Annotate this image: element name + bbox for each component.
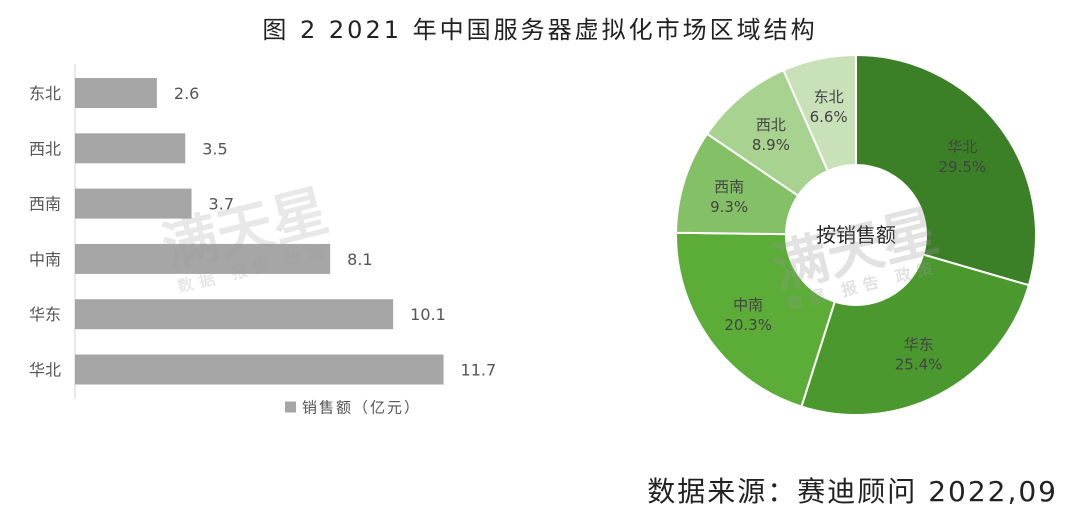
slice-label: 西南: [714, 178, 744, 196]
category-label: 华东: [29, 305, 61, 324]
slice-华北: [855, 53, 1037, 287]
slice-percent: 20.3%: [724, 316, 772, 334]
slice-label: 华东: [904, 335, 934, 353]
slice-percent: 25.4%: [895, 355, 943, 373]
slice-华东: [800, 253, 1031, 416]
legend-label: 销售额（亿元）: [302, 399, 421, 417]
slice-percent: 8.9%: [752, 136, 790, 154]
slice-label: 中南: [733, 296, 763, 314]
chart-title: 图 2 2021 年中国服务器虚拟化市场区域结构: [262, 16, 818, 44]
value-label: 3.5: [202, 139, 227, 158]
bar-chart: 东北 2.6 西北 3.5 西南 3.7 中南 8.1 华东 10.1 华北 11.7 销售额（亿元）: [29, 64, 497, 417]
bar-华东: [75, 299, 394, 330]
slice-label: 西北: [756, 116, 786, 134]
legend-swatch: [285, 401, 296, 413]
slice-percent: 6.6%: [810, 108, 848, 126]
bar-东北: [75, 78, 157, 108]
bar-中南: [75, 243, 331, 274]
category-label: 中南: [29, 250, 61, 269]
category-label: 东北: [29, 84, 61, 103]
bar-华北: [75, 354, 444, 385]
data-source: 数据来源：赛迪顾问 2022,09: [647, 475, 1058, 508]
donut-chart: 华北 29.5% 华东 25.4% 中南 20.3% 西南 9.3% 西北 8.9% 东北 6.6% 按…: [675, 53, 1037, 416]
donut-center-label: 按销售额: [816, 223, 896, 247]
slice-percent: 9.3%: [710, 198, 748, 216]
bar-西南: [75, 188, 192, 219]
category-label: 西北: [29, 139, 61, 158]
value-label: 8.1: [347, 250, 372, 269]
slice-中南: [675, 231, 837, 408]
value-label: 2.6: [174, 84, 199, 103]
slice-东北: [782, 53, 857, 173]
value-label: 3.7: [209, 195, 234, 214]
slice-label: 华北: [947, 138, 977, 156]
value-label: 10.1: [410, 305, 446, 324]
slice-percent: 29.5%: [939, 158, 987, 176]
category-label: 华北: [29, 361, 61, 380]
value-label: 11.7: [461, 361, 497, 380]
slice-label: 东北: [814, 88, 844, 106]
bar-西北: [75, 133, 186, 164]
category-label: 西南: [29, 195, 61, 214]
